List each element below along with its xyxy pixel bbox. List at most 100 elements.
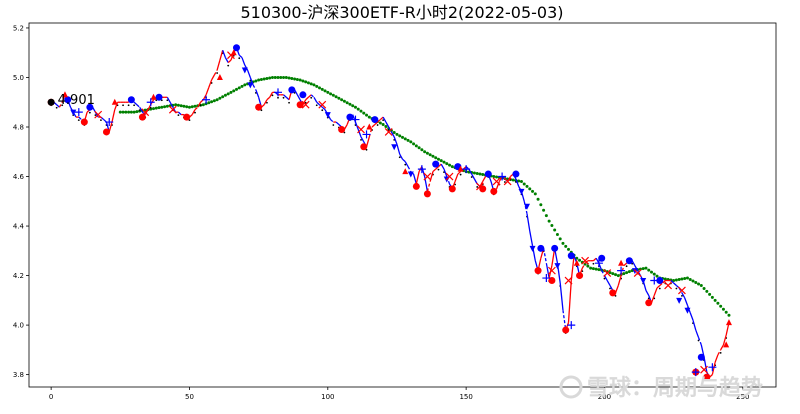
moving-average-dot [685, 276, 689, 280]
x-tick-label: 200 [598, 393, 611, 401]
moving-average-dot [445, 162, 449, 166]
trend-dot [177, 114, 180, 117]
trend-dot [227, 64, 230, 67]
red-circle-marker [490, 187, 498, 195]
price-segment [515, 178, 520, 187]
moving-average-dot [531, 189, 535, 193]
red-triangle-marker [61, 91, 68, 98]
moving-average-dot [295, 77, 299, 81]
trend-dot [315, 104, 318, 107]
watermark-logo-icon [559, 375, 583, 399]
price-segment [360, 136, 365, 143]
blue-circle-marker [598, 254, 606, 262]
blue-circle-marker [233, 44, 240, 52]
price-segment [382, 116, 387, 123]
red-x-marker [581, 256, 590, 265]
moving-average-dot [301, 79, 305, 83]
moving-average-dot [201, 103, 205, 107]
price-segment [606, 280, 611, 286]
blue-plus-marker [498, 172, 507, 181]
price-segment [457, 171, 462, 175]
x-tick-label: 0 [49, 393, 53, 401]
price-segment [523, 201, 528, 214]
moving-average-dot [384, 125, 388, 129]
trend-dot [476, 186, 479, 188]
moving-average-dot [436, 157, 440, 161]
moving-average-dot [127, 110, 131, 114]
moving-average-dot [268, 76, 272, 80]
price-segment [211, 74, 215, 81]
price-segment [335, 121, 340, 126]
blue-plus-marker [351, 115, 360, 124]
moving-average-dot [539, 203, 543, 207]
y-tick-label: 4.4 [13, 223, 25, 231]
moving-average-dot [597, 268, 601, 272]
blue-circle-marker [625, 257, 633, 265]
blue-plus-marker [708, 363, 717, 372]
moving-average-dot [182, 104, 186, 108]
watermark-text: 雪球：周期与趋势 [587, 375, 763, 401]
price-segment [205, 87, 210, 96]
chart-title: 510300-沪深300ETF-R小时2(2022-05-03) [240, 3, 563, 22]
moving-average-dot [713, 298, 717, 302]
moving-average-dot [481, 173, 485, 177]
blue-triangle-marker [70, 109, 77, 116]
moving-average-dot [270, 75, 274, 79]
price-segment [216, 59, 221, 71]
red-x-marker [476, 182, 484, 191]
trend-dot [382, 119, 385, 121]
moving-average-dot [193, 104, 197, 108]
y-tick-label: 4.8 [13, 124, 24, 132]
trend-dot [288, 101, 290, 104]
red-triangle-marker [723, 341, 730, 348]
moving-average-dot [721, 307, 725, 311]
moving-average-dot [223, 93, 227, 97]
trend-dot [127, 104, 130, 107]
moving-average-dot [409, 140, 413, 144]
red-circle-marker [548, 277, 556, 285]
moving-average-dot [235, 87, 238, 91]
moving-average-dot [329, 92, 333, 96]
moving-average-dot [594, 267, 598, 271]
price-segment [246, 69, 251, 78]
price-segment [623, 262, 628, 267]
trend-dot [360, 139, 362, 141]
blue-triangle-marker [524, 203, 530, 210]
y-tick-label: 4.6 [13, 173, 25, 181]
moving-average-dot [353, 105, 357, 109]
blue-plus-marker [462, 165, 471, 174]
moving-average-dot [121, 110, 125, 114]
moving-average-dot [677, 278, 681, 282]
moving-average-dot [132, 110, 136, 114]
moving-average-dot [218, 96, 222, 100]
red-triangle-marker [618, 259, 625, 266]
price-segment [388, 126, 393, 133]
moving-average-dot [431, 154, 435, 158]
red-circle-marker [360, 143, 368, 151]
moving-average-dot [699, 283, 703, 287]
red-triangle-marker [457, 165, 464, 172]
trend-dot [719, 351, 722, 354]
moving-average-dot [276, 75, 280, 79]
blue-triangle-marker [529, 245, 536, 252]
price-segment [310, 94, 315, 98]
moving-average-dot [174, 103, 178, 107]
moving-average-dot [320, 87, 324, 91]
red-x-marker [603, 269, 612, 278]
red-x-marker [678, 286, 686, 295]
moving-average-dot [450, 165, 454, 169]
moving-average-dot [135, 110, 139, 114]
price-segment [255, 89, 260, 98]
price-segment [58, 101, 63, 108]
moving-average-dot [287, 76, 291, 80]
y-tick-label: 3.8 [13, 371, 24, 379]
price-segment [108, 121, 113, 133]
moving-average-dot [359, 109, 363, 113]
x-tick-label: 50 [185, 393, 194, 401]
price-segment [266, 96, 271, 101]
moving-average-dot [420, 148, 424, 152]
blue-plus-marker [542, 274, 551, 283]
red-circle-marker [412, 182, 420, 190]
moving-average-dot [323, 89, 327, 93]
moving-average-dot [187, 105, 191, 109]
